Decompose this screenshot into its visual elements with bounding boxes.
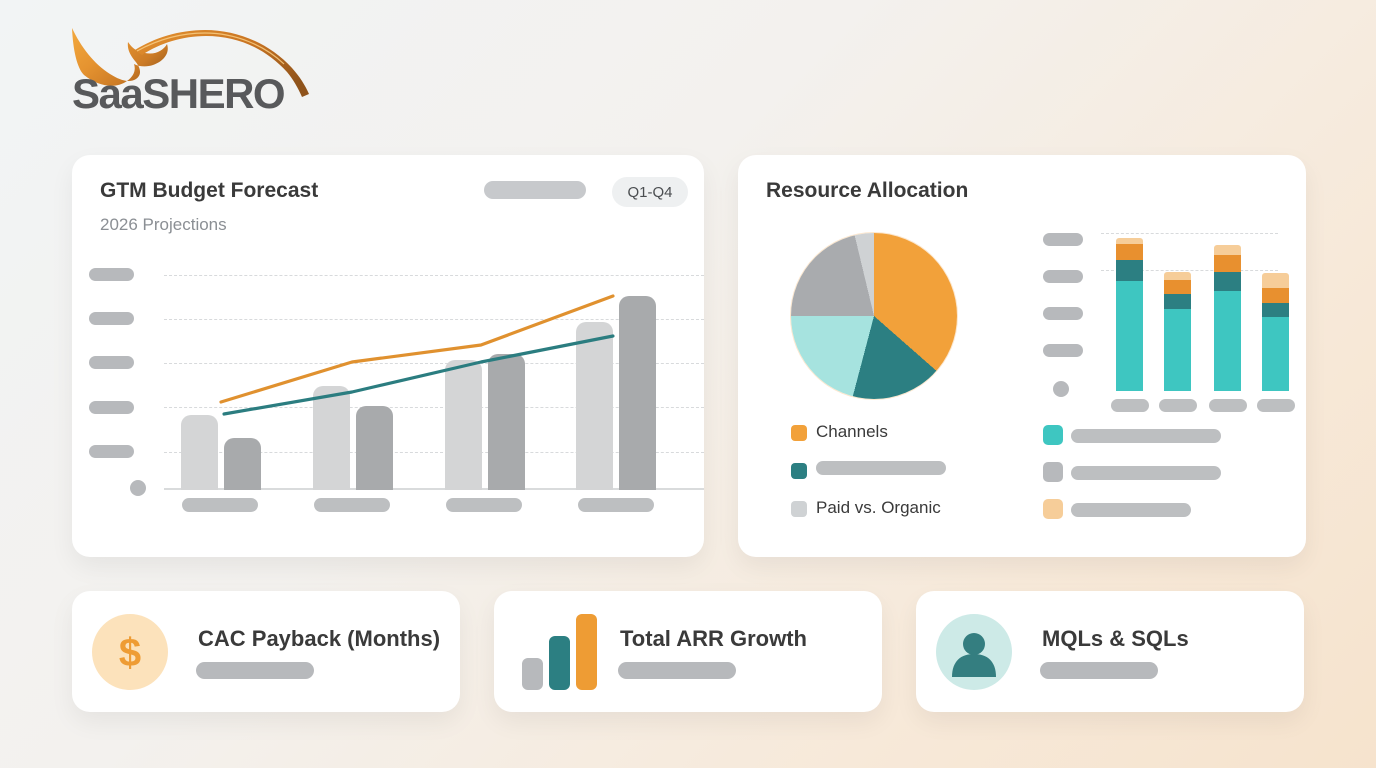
svg-text:$: $ — [119, 631, 141, 675]
